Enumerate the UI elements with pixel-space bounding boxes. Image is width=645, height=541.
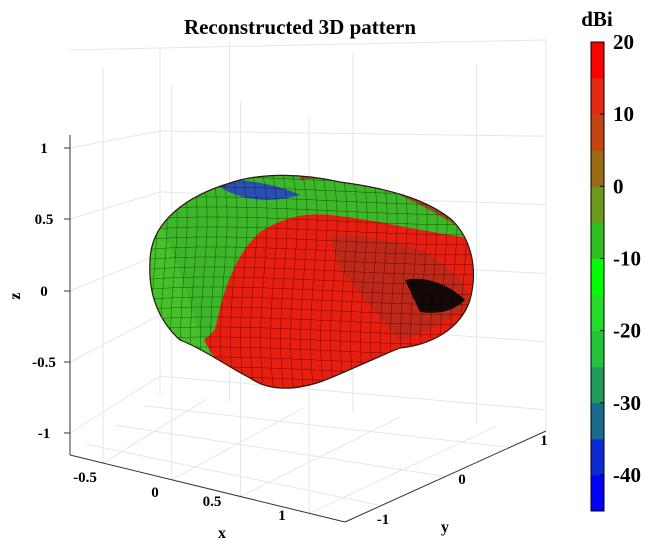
back-edge-top xyxy=(159,39,547,49)
colorbar-tick-label: -20 xyxy=(613,319,641,343)
x-tick-label: 0 xyxy=(151,485,159,501)
z-gridline xyxy=(69,253,161,292)
mesh-parallel xyxy=(149,296,474,305)
mesh-meridian xyxy=(269,175,278,389)
mesh-meridian xyxy=(349,175,358,389)
z-tick-label: 1 xyxy=(40,141,48,157)
mesh-parallel xyxy=(149,306,474,315)
mesh-parallel xyxy=(149,276,474,285)
colorbar-band xyxy=(591,258,604,296)
mesh-meridian xyxy=(259,175,268,389)
colorbar-band xyxy=(591,366,604,404)
colorbar-band xyxy=(591,42,604,79)
z-tick-label: 0.5 xyxy=(35,212,54,228)
colorbar-band xyxy=(591,294,604,332)
mesh-parallel xyxy=(149,286,474,295)
colorbar-tick-label: -30 xyxy=(613,391,641,415)
colorbar-frame xyxy=(590,41,605,512)
mesh-meridian xyxy=(309,175,318,389)
mesh-meridian xyxy=(289,175,298,389)
y-axis-label: y xyxy=(441,519,449,536)
back-edge-top-left xyxy=(69,47,161,51)
x-axis-label: x xyxy=(218,525,226,541)
floor-gridline-y xyxy=(114,424,446,477)
colorbar-ticks: 20 10 0 -10 -20 -30 -40 xyxy=(600,30,641,487)
z-gridline xyxy=(69,375,161,434)
colorbar-tick-label: -10 xyxy=(613,246,641,270)
mesh-parallel xyxy=(149,226,474,235)
z-tick-label: -1 xyxy=(38,426,51,442)
y-tick-label: 1 xyxy=(540,433,548,449)
colorbar-tick-label: 10 xyxy=(613,102,634,126)
mesh-parallel xyxy=(149,206,474,215)
mesh-parallel xyxy=(140,397,485,405)
mesh-parallel xyxy=(140,167,485,175)
mesh-meridian xyxy=(329,175,338,389)
colorbar-tick-label: 20 xyxy=(613,30,634,54)
colorbar-band xyxy=(591,78,604,115)
mesh-parallel xyxy=(149,266,474,275)
z-gridline xyxy=(69,130,161,149)
mesh-meridian xyxy=(480,165,487,400)
x-tick-label: 0.5 xyxy=(203,494,222,510)
colorbar-band xyxy=(591,330,604,368)
mesh-meridian xyxy=(359,175,368,389)
colorbar-band xyxy=(591,438,604,476)
colorbar-band xyxy=(591,474,604,512)
z-tick-label: 0 xyxy=(40,284,48,300)
colorbar-band xyxy=(591,186,604,223)
y-tick-label: -1 xyxy=(377,512,390,528)
chart-title: Reconstructed 3D pattern xyxy=(184,15,416,39)
x-tick-label: 1 xyxy=(278,508,286,524)
y-axis-line xyxy=(344,430,547,523)
colorbar: dBi 20 10 0 -10 -20 -30 -40 xyxy=(581,7,641,512)
surface-blue-region xyxy=(210,179,300,200)
mesh-parallel xyxy=(149,236,474,245)
mesh-meridian xyxy=(339,175,348,389)
colorbar-band xyxy=(591,222,604,259)
mesh-parallel xyxy=(149,246,474,255)
colorbar-tick-label: -40 xyxy=(613,463,641,487)
colorbar-band xyxy=(591,402,604,440)
tick-labels: 1 0.5 0 -0.5 -1 -0.5 0 0.5 1 -1 0 1 xyxy=(32,141,548,528)
z-gridline xyxy=(69,191,161,220)
mesh-parallel xyxy=(149,256,474,265)
z-axis-label: z xyxy=(7,292,24,299)
z-tick-label: -0.5 xyxy=(32,355,56,371)
mesh-parallel xyxy=(149,316,474,325)
mesh-meridian xyxy=(279,175,288,389)
mesh-meridian xyxy=(319,175,328,389)
axis-labels: z x y xyxy=(7,292,449,541)
colorbar-unit: dBi xyxy=(581,7,613,31)
z-gridline xyxy=(69,314,161,363)
colorbar-band xyxy=(591,114,604,151)
floor-gridline-y xyxy=(143,405,510,448)
x-tick-label: -0.5 xyxy=(73,470,97,486)
surface-green-region xyxy=(149,175,474,389)
mesh-meridian xyxy=(229,175,238,389)
colorbar-band xyxy=(591,150,604,187)
mesh-parallel xyxy=(149,216,474,225)
mesh-meridian xyxy=(249,175,258,389)
mesh-meridian xyxy=(239,175,248,389)
colorbar-bands xyxy=(591,42,604,512)
colorbar-tick-label: 0 xyxy=(613,174,624,198)
floor-gridline-y xyxy=(86,443,382,507)
y-tick-label: 0 xyxy=(458,472,466,488)
mesh-parallel xyxy=(149,386,474,389)
x-axis-line xyxy=(69,454,346,523)
